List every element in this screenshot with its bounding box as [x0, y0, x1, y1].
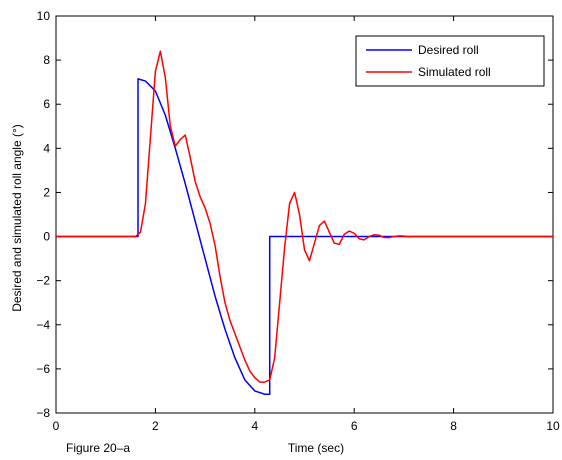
y-tick-label: 8: [43, 53, 50, 67]
legend-box: [355, 35, 545, 87]
y-axis-label: Desired and simulated roll angle (°): [10, 124, 24, 312]
figure-caption: Figure 20–a: [66, 441, 130, 455]
series-layer: [56, 50, 553, 395]
tick-layer: 0 2 4 6 8 10 −8 −6 −4 −2 0 2 4 6 8 10: [36, 9, 560, 433]
x-tick-label: 2: [152, 419, 159, 433]
x-axis-label: Time (sec): [288, 441, 344, 455]
x-tick-label: 6: [351, 419, 358, 433]
y-tick-label: 10: [37, 9, 51, 23]
x-tick-label: 0: [53, 419, 60, 433]
y-tick-label: 0: [43, 230, 50, 244]
x-tick-label: 4: [251, 419, 258, 433]
y-tick-label: −2: [36, 274, 50, 288]
series-line-desired-roll: [56, 78, 553, 395]
y-tick-label: 4: [43, 141, 50, 155]
y-tick-label: −8: [36, 406, 50, 420]
legend-label-simulated: Simulated roll: [418, 65, 491, 79]
x-tick-label: 8: [450, 419, 457, 433]
legend-label-desired: Desired roll: [418, 43, 479, 57]
y-tick-label: 2: [43, 185, 50, 199]
y-tick-label: 6: [43, 97, 50, 111]
y-tick-label: −4: [36, 318, 50, 332]
x-tick-label: 10: [546, 419, 560, 433]
y-tick-label: −6: [36, 362, 50, 376]
legend: Desired roll Simulated roll: [355, 35, 545, 87]
series-line-simulated-roll: [56, 50, 553, 383]
